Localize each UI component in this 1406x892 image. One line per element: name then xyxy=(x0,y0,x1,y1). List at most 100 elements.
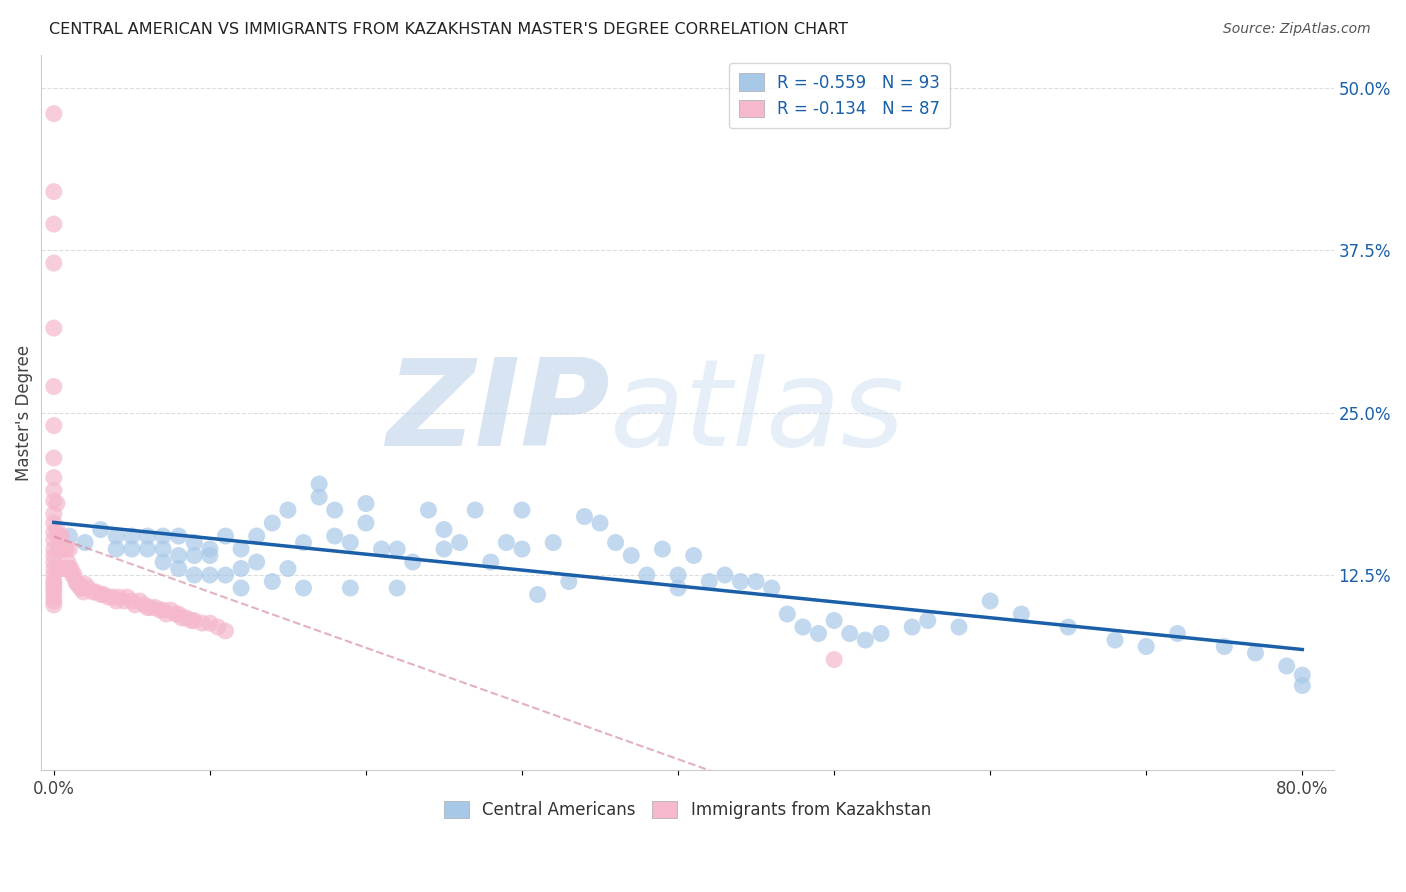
Point xyxy=(77,581,100,595)
Point xyxy=(48,561,70,575)
Point xyxy=(838,626,860,640)
Point xyxy=(42,516,65,530)
Point xyxy=(97,590,120,604)
Point xyxy=(339,535,361,549)
Point xyxy=(90,588,112,602)
Point xyxy=(105,594,128,608)
Point xyxy=(620,549,643,563)
Point xyxy=(160,603,183,617)
Point xyxy=(229,581,252,595)
Point xyxy=(495,535,517,549)
Point xyxy=(1244,646,1267,660)
Point xyxy=(42,217,65,231)
Point xyxy=(42,470,65,484)
Point xyxy=(42,185,65,199)
Point xyxy=(90,523,112,537)
Point xyxy=(183,535,205,549)
Point xyxy=(207,620,229,634)
Point xyxy=(136,529,159,543)
Point xyxy=(1104,633,1126,648)
Point xyxy=(121,542,143,557)
Point xyxy=(262,574,284,589)
Point xyxy=(134,598,156,612)
Point xyxy=(370,542,392,557)
Point xyxy=(198,616,221,631)
Point xyxy=(52,542,75,557)
Point xyxy=(105,529,128,543)
Point xyxy=(176,611,198,625)
Point xyxy=(418,503,440,517)
Point xyxy=(48,542,70,557)
Point xyxy=(948,620,970,634)
Point xyxy=(339,581,361,595)
Point xyxy=(55,542,77,557)
Point xyxy=(155,607,177,621)
Point xyxy=(136,600,159,615)
Point xyxy=(121,529,143,543)
Point xyxy=(730,574,752,589)
Point xyxy=(1291,679,1313,693)
Point xyxy=(526,588,548,602)
Point xyxy=(152,603,174,617)
Point xyxy=(191,616,214,631)
Point xyxy=(82,585,104,599)
Point xyxy=(93,588,115,602)
Point xyxy=(167,607,190,621)
Point xyxy=(42,256,65,270)
Point xyxy=(51,529,73,543)
Point xyxy=(42,598,65,612)
Text: CENTRAL AMERICAN VS IMMIGRANTS FROM KAZAKHSTAN MASTER'S DEGREE CORRELATION CHART: CENTRAL AMERICAN VS IMMIGRANTS FROM KAZA… xyxy=(49,22,848,37)
Point xyxy=(42,594,65,608)
Point xyxy=(198,542,221,557)
Point xyxy=(65,574,87,589)
Point xyxy=(277,561,299,575)
Point xyxy=(42,418,65,433)
Point xyxy=(180,614,202,628)
Point xyxy=(56,555,79,569)
Point xyxy=(42,581,65,595)
Point xyxy=(277,503,299,517)
Point xyxy=(308,477,330,491)
Point xyxy=(776,607,799,621)
Point xyxy=(402,555,425,569)
Point xyxy=(42,525,65,540)
Point xyxy=(45,523,67,537)
Point xyxy=(42,542,65,557)
Point xyxy=(42,585,65,599)
Point xyxy=(682,549,704,563)
Point xyxy=(292,581,315,595)
Point xyxy=(42,590,65,604)
Point xyxy=(101,590,124,604)
Point xyxy=(73,535,96,549)
Point xyxy=(917,614,939,628)
Point xyxy=(354,516,377,530)
Point xyxy=(183,568,205,582)
Point xyxy=(42,379,65,393)
Point xyxy=(42,549,65,563)
Point xyxy=(246,529,269,543)
Point xyxy=(605,535,627,549)
Point xyxy=(48,529,70,543)
Point xyxy=(449,535,471,549)
Point xyxy=(152,542,174,557)
Point xyxy=(53,542,76,557)
Point xyxy=(823,614,845,628)
Point xyxy=(761,581,783,595)
Point xyxy=(541,535,564,549)
Point xyxy=(67,577,90,591)
Point xyxy=(170,611,193,625)
Point xyxy=(139,600,162,615)
Point xyxy=(42,561,65,575)
Point xyxy=(42,577,65,591)
Point xyxy=(59,561,82,575)
Point xyxy=(870,626,893,640)
Point xyxy=(1057,620,1080,634)
Point xyxy=(1275,659,1298,673)
Point xyxy=(979,594,1001,608)
Point xyxy=(42,507,65,521)
Point xyxy=(792,620,814,634)
Point xyxy=(121,594,143,608)
Point xyxy=(167,529,190,543)
Point xyxy=(510,503,533,517)
Point xyxy=(108,590,131,604)
